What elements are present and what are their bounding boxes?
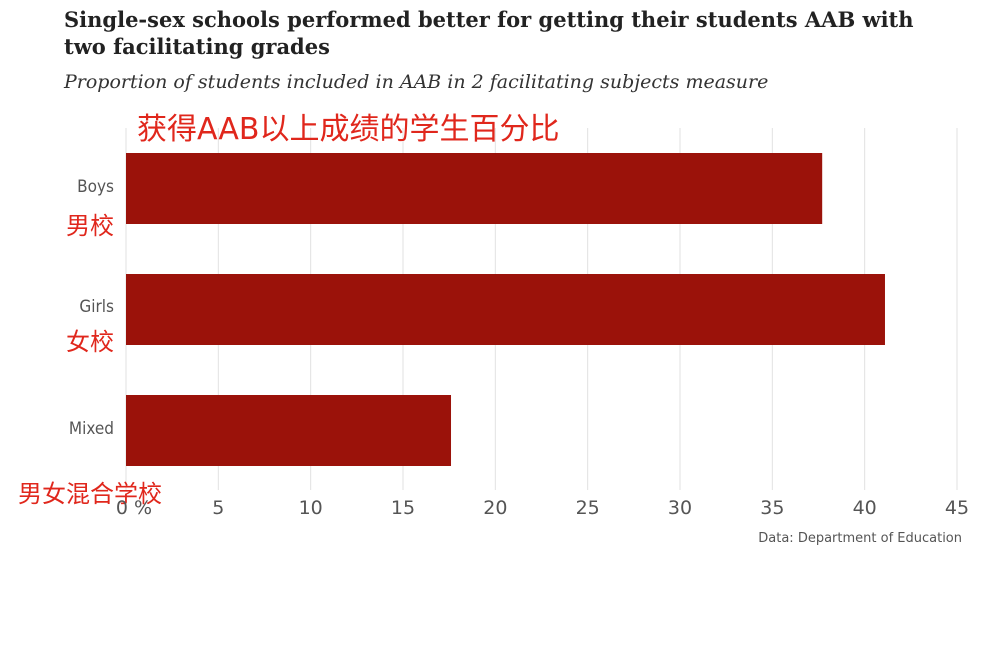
chart-subtitle: Proportion of students included in AAB i… [64,71,769,93]
x-tick-label: 30 [667,497,693,519]
x-tick-label: 40 [852,497,877,519]
bars [126,153,885,466]
x-tick-label: 35 [760,497,785,519]
x-tick-label: 25 [575,497,600,519]
category-annotation-girls: 女校 [66,328,114,356]
x-tick-label: 45 [944,497,970,519]
x-tick-label: 0 % [115,497,153,519]
bar-mixed [126,395,452,466]
category-label-boys: Boys [77,177,114,197]
data-source: Data: Department of Education [758,531,962,546]
x-tick-label: 20 [483,497,508,519]
x-tick-label: 5 [212,497,225,519]
x-tick-label: 10 [298,497,323,519]
chinese-annotation-title: 获得AAB以上成绩的学生百分比 [137,112,560,147]
category-annotation-mixed: 男女混合学校 [18,480,162,508]
category-label-girls: Girls [79,297,114,317]
chart-title: Single-sex schools performed better for … [64,7,914,59]
bar-girls [126,274,885,345]
bar-boys [126,153,823,224]
category-label-mixed: Mixed [68,419,114,439]
x-tick-label: 15 [390,497,416,519]
category-annotation-boys: 男校 [66,212,114,240]
